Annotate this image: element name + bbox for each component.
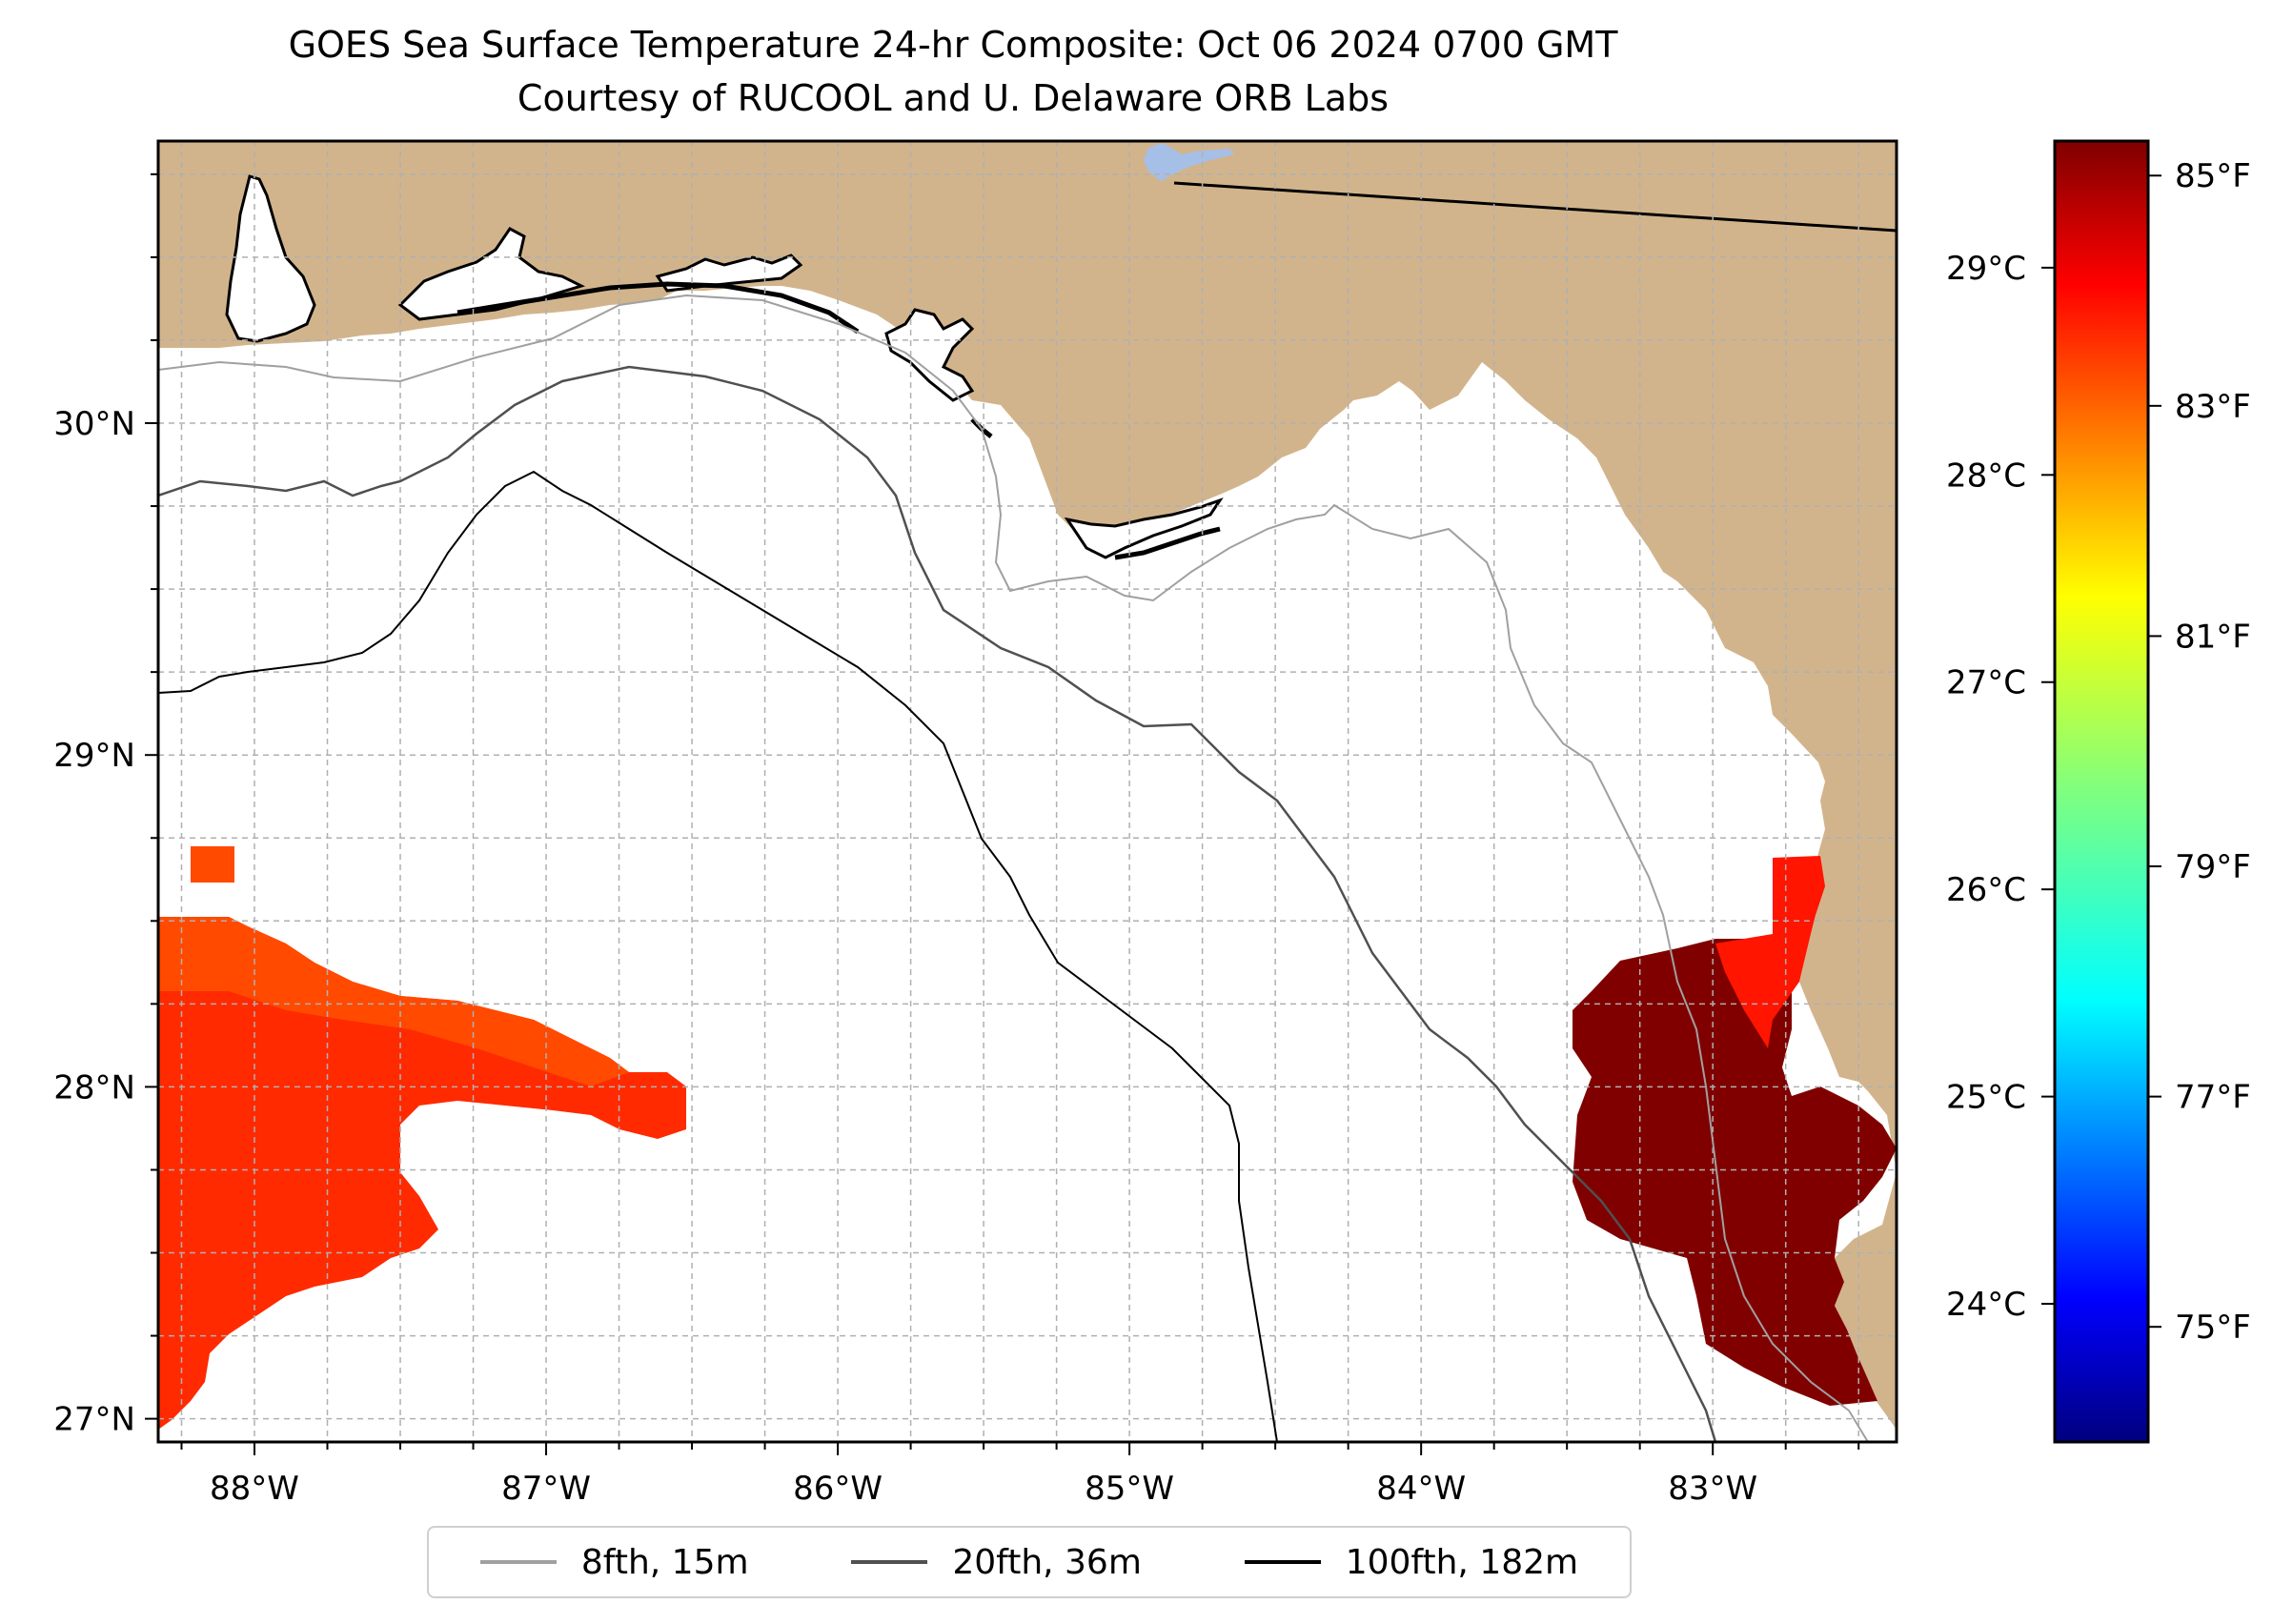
state-boundary	[1173, 181, 1897, 233]
legend-label: 100fth, 182m	[1345, 1542, 1579, 1582]
colorbar-celsius-label: 28°C	[1946, 457, 2026, 495]
longitude-tick-label: 86°W	[793, 1470, 883, 1508]
barrier-island	[1114, 526, 1221, 560]
colorbar-celsius-axis: 29°C 28°C 27°C 26°C 25°C 24°C	[1946, 250, 2055, 1324]
isobaths	[158, 294, 1869, 1442]
colorbar-fahrenheit-label: 77°F	[2175, 1079, 2251, 1117]
legend-item-100fth: 100fth, 182m	[1244, 1542, 1579, 1582]
legend-label: 20fth, 36m	[952, 1542, 1142, 1582]
sst-patch-eastern-nearshore	[1715, 856, 1825, 1048]
lake	[1144, 143, 1234, 181]
graticule	[158, 141, 1897, 1442]
colorbar-celsius-label: 27°C	[1946, 664, 2026, 702]
legend-swatch-100fth	[1244, 1560, 1321, 1564]
land-area	[158, 141, 1897, 1430]
latitude-tick-label: 30°N	[53, 405, 135, 443]
plot-frame	[156, 139, 1898, 1444]
latitude-tick-label: 28°N	[53, 1068, 135, 1106]
map-title: GOES Sea Surface Temperature 24-hr Compo…	[288, 24, 1618, 66]
legend-swatch-20fth	[851, 1560, 928, 1564]
latitude-tick-label: 27°N	[53, 1401, 135, 1439]
longitude-tick-label: 83°W	[1668, 1470, 1757, 1508]
latitude-axis: 30°N 29°N 28°N 27°N	[53, 173, 158, 1439]
colorbar-fahrenheit-label: 75°F	[2175, 1309, 2251, 1347]
st-andrew-bay	[884, 308, 975, 402]
apalachicola-bay	[1064, 497, 1224, 559]
isobath-legend: 8fth, 15m 20fth, 36m 100fth, 182m	[427, 1526, 1632, 1598]
longitude-tick-label: 84°W	[1376, 1470, 1466, 1508]
sst-patch-eastern-offshore	[1573, 939, 1897, 1406]
colorbar-celsius-label: 29°C	[1946, 250, 2026, 288]
sst-patch-small	[191, 846, 234, 883]
sst-patch-western-north	[158, 917, 629, 1086]
colorbar-fahrenheit-label: 79°F	[2175, 848, 2251, 886]
legend-label: 8fth, 15m	[580, 1542, 749, 1582]
legend-item-8fth: 8fth, 15m	[479, 1542, 749, 1582]
longitude-axis: 88°W 87°W 86°W 85°W 84°W 83°W	[180, 1442, 1860, 1508]
colorbar	[2053, 139, 2150, 1444]
colorbar-celsius-label: 24°C	[1946, 1286, 2026, 1324]
map-subtitle: Courtesy of RUCOOL and U. Delaware ORB L…	[517, 77, 1390, 119]
isobath-8fth	[158, 294, 1869, 1442]
colorbar-fahrenheit-label: 83°F	[2175, 388, 2251, 426]
isobath-20fth	[158, 365, 1717, 1442]
legend-swatch-8fth	[479, 1560, 557, 1564]
mobile-bay	[225, 174, 316, 343]
longitude-tick-label: 85°W	[1085, 1470, 1174, 1508]
colorbar-fahrenheit-label: 85°F	[2175, 157, 2251, 195]
barrier-island	[457, 281, 860, 335]
colorbar-fahrenheit-axis: 85°F 83°F 81°F 79°F 77°F 75°F	[2148, 157, 2251, 1347]
longitude-tick-label: 87°W	[501, 1470, 591, 1508]
colorbar-fahrenheit-label: 81°F	[2175, 618, 2251, 656]
colorbar-celsius-label: 25°C	[1946, 1079, 2026, 1117]
longitude-tick-label: 88°W	[210, 1470, 299, 1508]
pensacola-bay	[397, 227, 586, 321]
latitude-tick-label: 29°N	[53, 737, 135, 775]
colorbar-celsius-label: 26°C	[1946, 871, 2026, 909]
legend-item-20fth: 20fth, 36m	[851, 1543, 1142, 1582]
isobath-100fth	[158, 470, 1278, 1442]
